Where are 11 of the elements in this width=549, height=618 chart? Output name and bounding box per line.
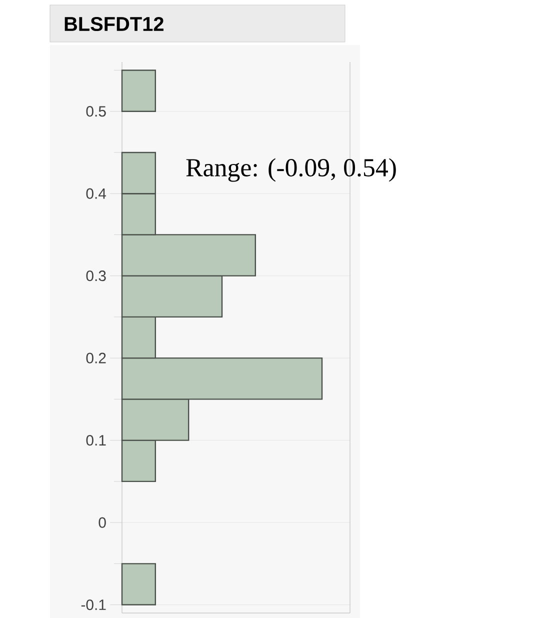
y-tick-label: 0.3	[86, 270, 106, 282]
bar	[121, 70, 156, 112]
y-tick-label: 0.1	[86, 435, 106, 446]
y-tick-label: -0.1	[81, 599, 106, 610]
y-tick-label: 0.2	[86, 352, 106, 364]
chart-title: BLSFDT12	[64, 16, 164, 32]
annotation: Range: (-0.09, 0.54)	[186, 158, 396, 182]
y-tick-label: 0.4	[86, 188, 106, 199]
y-tick-label: 0	[98, 517, 106, 528]
bar	[121, 563, 156, 606]
y-tick-label: 0.5	[86, 106, 106, 117]
